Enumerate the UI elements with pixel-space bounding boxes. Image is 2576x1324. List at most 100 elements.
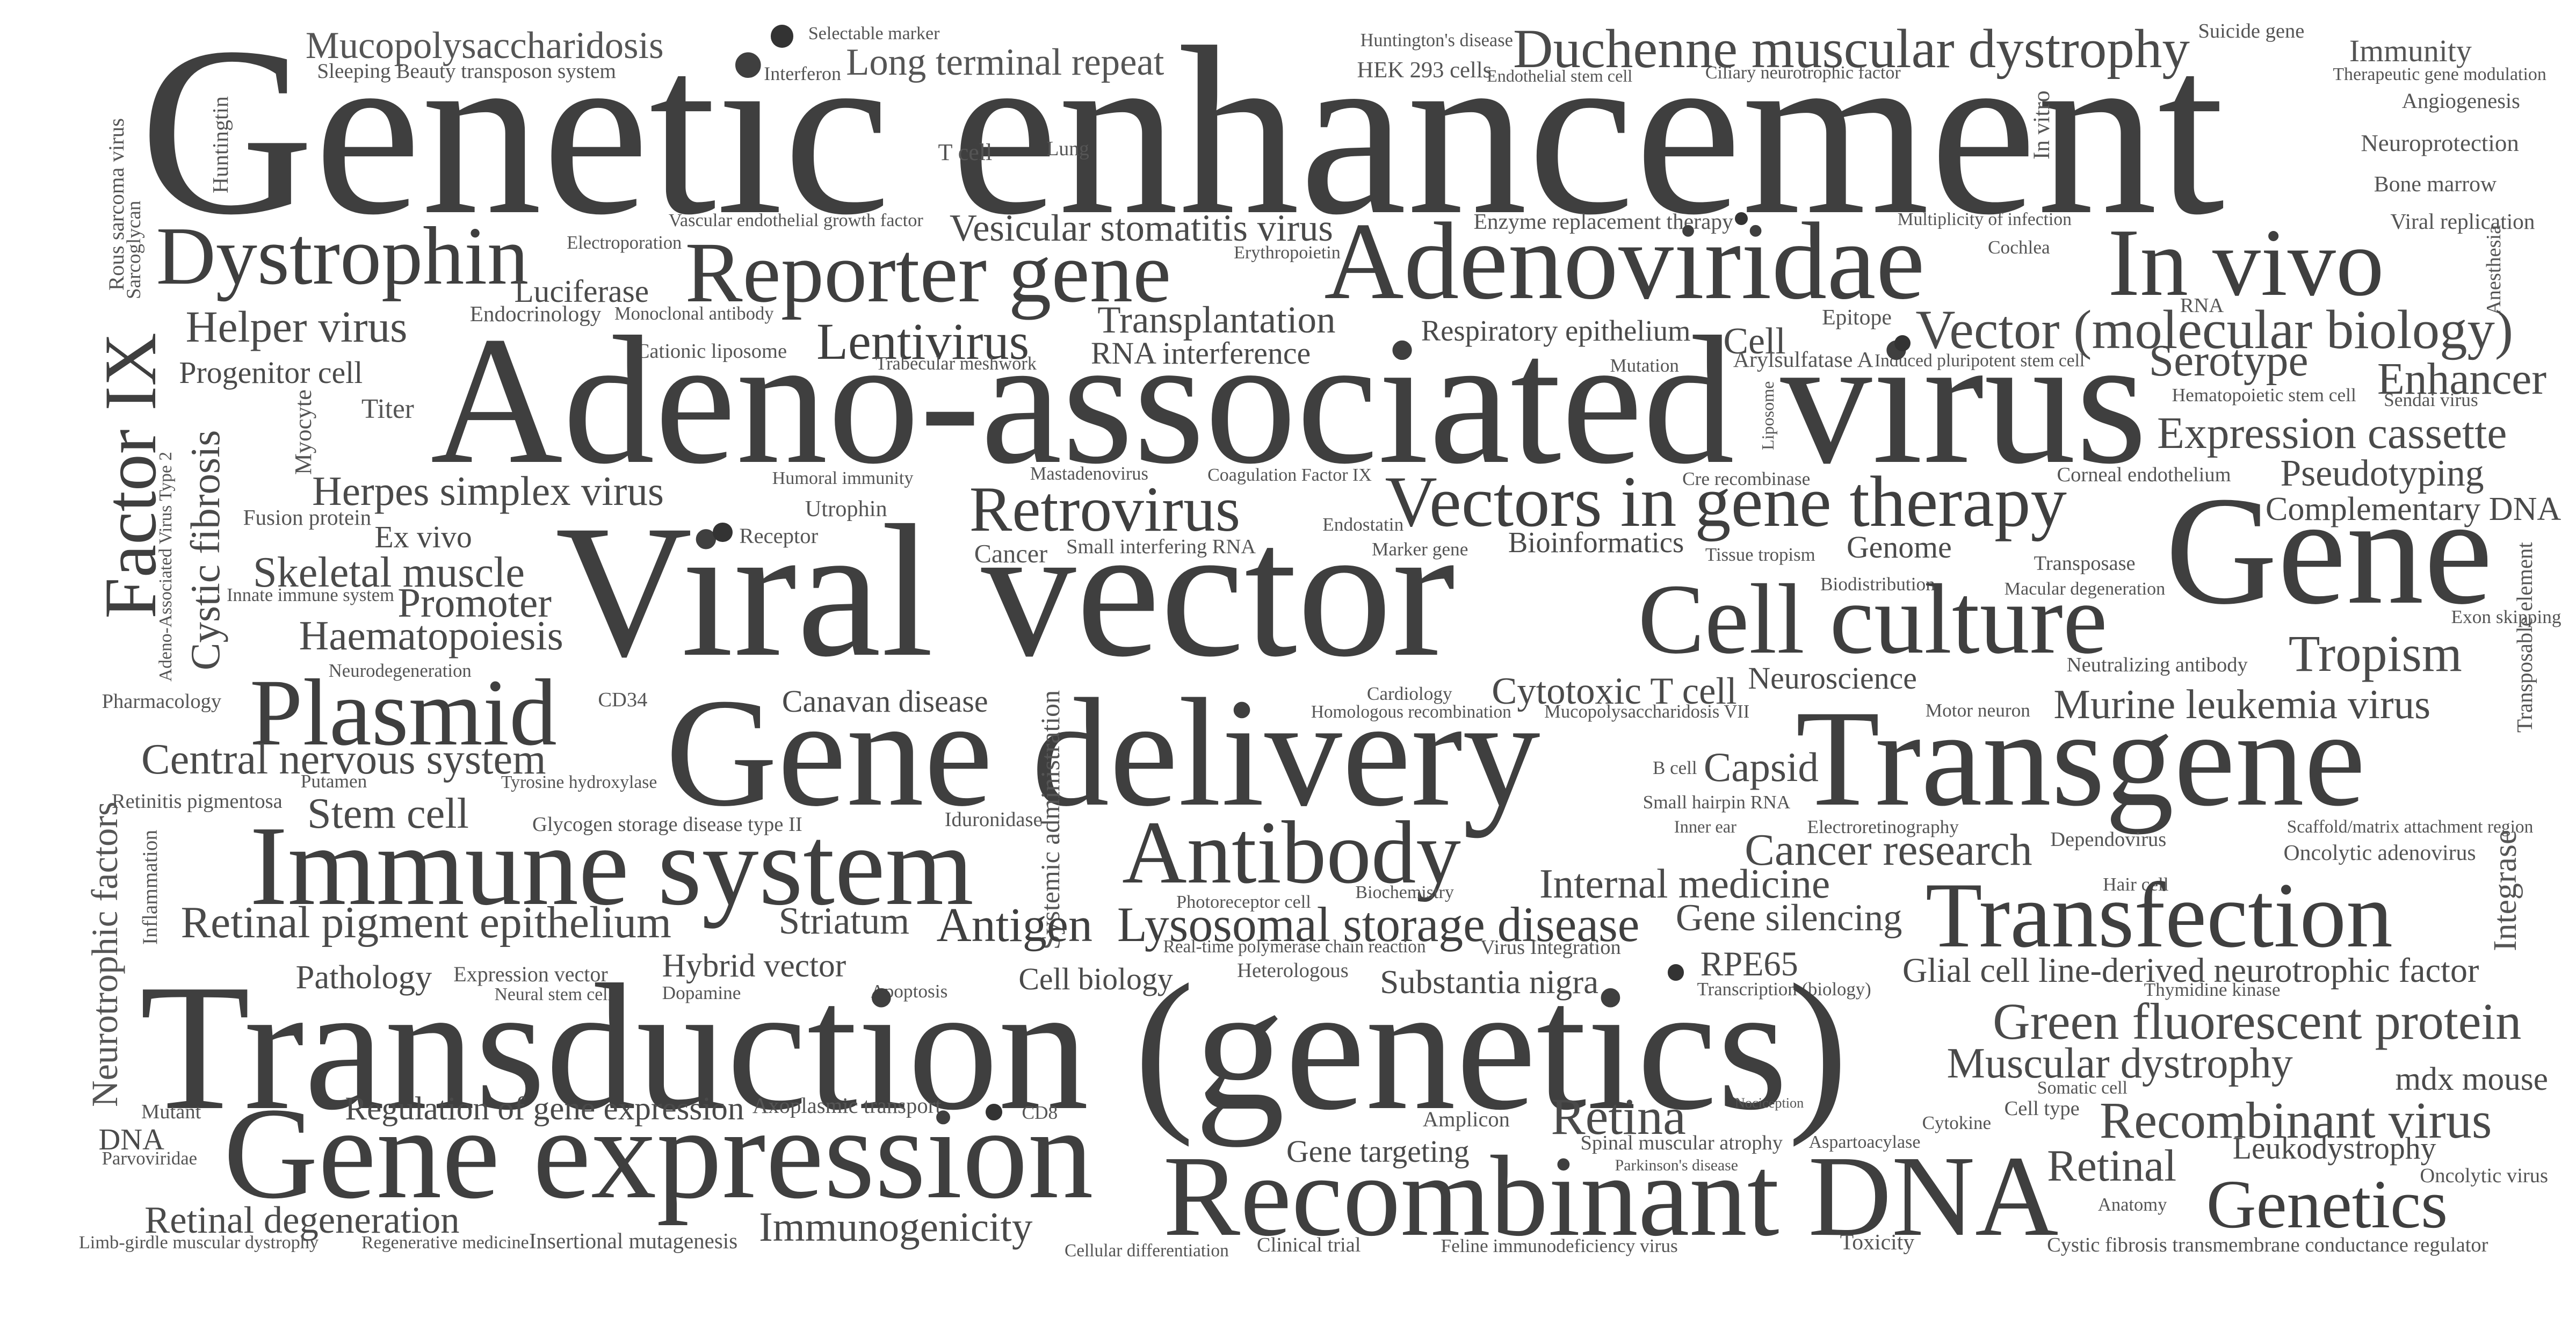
word-adeno-associated-virus-type-2: Adeno-Associated Virus Type 2 — [156, 452, 176, 682]
word-oncolytic-virus: Oncolytic virus — [2420, 1164, 2548, 1188]
word-virus-integration: Virus Integration — [1480, 936, 1621, 959]
word-cell-culture: Cell culture — [1638, 563, 2108, 675]
word-dystrophin: Dystrophin — [156, 211, 529, 302]
word-recombinant-virus: Recombinant virus — [2099, 1091, 2492, 1149]
word-gene-targeting: Gene targeting — [1286, 1133, 1470, 1169]
word-pseudotyping: Pseudotyping — [2280, 453, 2484, 495]
word-tissue-tropism: Tissue tropism — [1705, 544, 1815, 566]
word-cancer-research: Cancer research — [1745, 826, 2032, 876]
word-sarcoglycan: Sarcoglycan — [122, 200, 145, 299]
word-neuroprotection: Neuroprotection — [2361, 129, 2519, 156]
word-respiratory-epithelium: Respiratory epithelium — [1421, 314, 1691, 347]
word-complementary-dna: Complementary DNA — [2265, 491, 2561, 527]
word-in-vivo: In vivo — [2108, 209, 2384, 316]
word-helper-virus: Helper virus — [185, 302, 408, 352]
word-cell: Cell — [1723, 321, 1786, 363]
bullet-dot — [713, 522, 733, 542]
word-gene: Gene — [2165, 464, 2493, 637]
word-sendai-virus: Sendai virus — [2384, 389, 2478, 411]
word-neurotrophic-factors: Neurotrophic factors — [84, 801, 126, 1108]
word-parkinson-s-disease: Parkinson's disease — [1615, 1156, 1738, 1174]
word-adenoviridae: Adenoviridae — [1324, 200, 1925, 322]
word-nociception: Nociception — [1734, 1095, 1804, 1111]
word-limb-girdle-muscular-dystrophy: Limb-girdle muscular dystrophy — [78, 1232, 319, 1253]
word-vector-molecular-biology: Vector (molecular biology) — [1915, 299, 2514, 361]
word-genome: Genome — [1846, 529, 1952, 565]
word-mutation: Mutation — [1610, 354, 1679, 376]
word-serotype: Serotype — [2148, 336, 2309, 386]
word-exon-skipping: Exon skipping — [2451, 606, 2561, 627]
word-transfection: Transfection — [1925, 863, 2393, 967]
word-murine-leukemia-virus: Murine leukemia virus — [2053, 681, 2431, 728]
word-arylsulfatase-a: Arylsulfatase A — [1733, 348, 1873, 373]
word-neutralizing-antibody: Neutralizing antibody — [2066, 654, 2248, 677]
word-small-interfering-rna: Small interfering RNA — [1066, 536, 1256, 559]
word-retinal-pigment-epithelium: Retinal pigment epithelium — [180, 898, 671, 948]
word-coagulation-factor-ix: Coagulation Factor IX — [1207, 465, 1372, 486]
word-t-cell: T cell — [938, 139, 993, 166]
word-progenitor-cell: Progenitor cell — [179, 355, 363, 390]
word-regulation-of-gene-expression: Regulation of gene expression — [345, 1090, 744, 1127]
word-dna: DNA — [98, 1123, 164, 1157]
word-electroporation: Electroporation — [567, 233, 682, 254]
word-neural-stem-cell: Neural stem cell — [494, 985, 613, 1004]
word-humoral-immunity: Humoral immunity — [772, 468, 914, 489]
word-corneal-endothelium: Corneal endothelium — [2057, 463, 2231, 486]
bullet-dot — [1894, 335, 1911, 352]
word-leukodystrophy: Leukodystrophy — [2232, 1130, 2436, 1166]
word-striatum: Striatum — [778, 900, 910, 943]
word-dependovirus: Dependovirus — [2050, 828, 2167, 851]
word-gene-expression: Gene expression — [223, 1080, 1094, 1226]
word-herpes-simplex-virus: Herpes simplex virus — [312, 467, 664, 514]
word-mucopolysaccharidosis: Mucopolysaccharidosis — [305, 25, 664, 67]
word-hair-cell: Hair cell — [2103, 874, 2169, 895]
word-mucopolysaccharidosis-vii: Mucopolysaccharidosis VII — [1544, 701, 1750, 722]
word-suicide-gene: Suicide gene — [2198, 19, 2305, 42]
word-cystic-fibrosis: Cystic fibrosis — [182, 430, 228, 671]
word-axoplasmic-transport: Axoplasmic transport — [752, 1094, 942, 1118]
word-expression-cassette: Expression cassette — [2157, 408, 2507, 458]
word-vascular-endothelial-growth-factor: Vascular endothelial growth factor — [668, 209, 923, 230]
word-epitope: Epitope — [1822, 305, 1892, 330]
word-cationic-liposome: Cationic liposome — [635, 340, 787, 363]
word-sleeping-beauty-transposon-system: Sleeping Beauty transposon system — [317, 60, 616, 83]
word-capsid: Capsid — [1703, 743, 1819, 790]
word-cytokine: Cytokine — [1922, 1112, 1992, 1133]
word-enzyme-replacement-therapy: Enzyme replacement therapy — [1473, 209, 1733, 234]
word-electroretinography: Electroretinography — [1807, 816, 1959, 838]
word-cytotoxic-t-cell: Cytotoxic T cell — [1492, 670, 1737, 713]
word-regenerative-medicine: Regenerative medicine — [361, 1232, 529, 1253]
word-antigen: Antigen — [936, 898, 1092, 952]
word-therapeutic-gene-modulation: Therapeutic gene modulation — [2333, 64, 2546, 85]
word-iduronidase: Iduronidase — [944, 808, 1043, 831]
word-toxicity: Toxicity — [1840, 1229, 1915, 1255]
word-biochemistry: Biochemistry — [1355, 882, 1454, 903]
word-gene-silencing: Gene silencing — [1675, 897, 1902, 939]
word-transgene: Transgene — [1796, 682, 2365, 835]
word-small-hairpin-rna: Small hairpin RNA — [1642, 792, 1791, 813]
word-angiogenesis: Angiogenesis — [2401, 88, 2520, 113]
word-genetics: Genetics — [2206, 1166, 2448, 1242]
word-biodistribution: Biodistribution — [1820, 573, 1935, 595]
word-haematopoiesis: Haematopoiesis — [299, 612, 563, 659]
word-bone-marrow: Bone marrow — [2374, 172, 2497, 197]
word-retinitis-pigmentosa: Retinitis pigmentosa — [111, 790, 283, 813]
word-mutant: Mutant — [141, 1101, 201, 1124]
word-cancer: Cancer — [974, 540, 1048, 569]
word-lysosomal-storage-disease: Lysosomal storage disease — [1117, 896, 1640, 952]
word-homologous-recombination: Homologous recombination — [1311, 702, 1511, 722]
word-real-time-polymerase-chain-reaction: Real-time polymerase chain reaction — [1163, 937, 1426, 957]
word-tyrosine-hydroxylase: Tyrosine hydroxylase — [501, 772, 657, 793]
word-cre-recombinase: Cre recombinase — [1682, 468, 1811, 489]
word-inner-ear: Inner ear — [1674, 817, 1736, 837]
word-cochlea: Cochlea — [1987, 236, 2050, 258]
word-viral-vector: Viral vector — [555, 486, 1456, 697]
word-vectors-in-gene-therapy: Vectors in gene therapy — [1385, 462, 2067, 542]
word-ciliary-neurotrophic-factor: Ciliary neurotrophic factor — [1705, 63, 1901, 83]
word-rna-interference: RNA interference — [1090, 335, 1311, 371]
word-rpe65: RPE65 — [1700, 945, 1798, 983]
word-adeno-associated-virus: Adeno-associated virus — [430, 299, 2147, 502]
word-induced-pluripotent-stem-cell: Induced pluripotent stem cell — [1874, 350, 2085, 371]
word-muscular-dystrophy: Muscular dystrophy — [1947, 1039, 2293, 1088]
word-amplicon: Amplicon — [1422, 1106, 1510, 1131]
